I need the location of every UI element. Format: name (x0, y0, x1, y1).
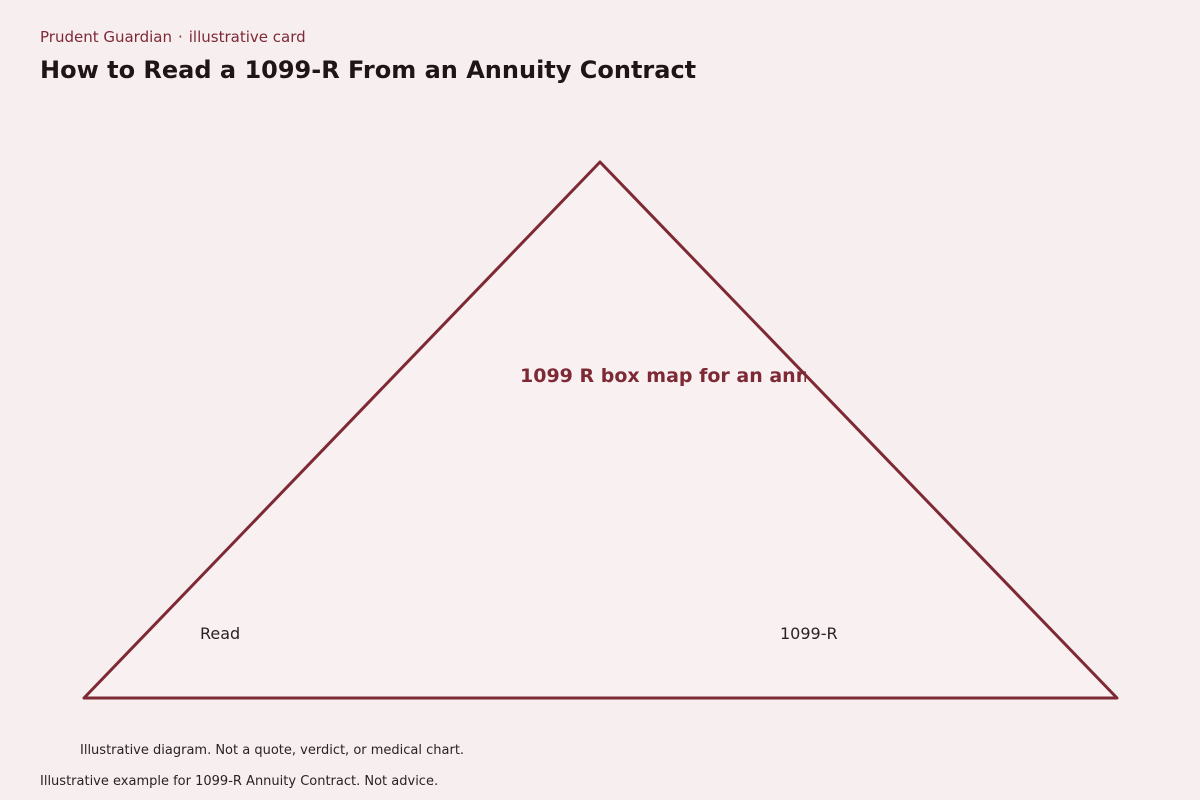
eyebrow-line: Prudent Guardian · illustrative card (40, 27, 306, 47)
page-title: How to Read a 1099-R From an Annuity Con… (40, 56, 697, 84)
diagram-center-label: 1099 R box map for an annuity (520, 365, 806, 387)
brand-name: Prudent Guardian (40, 28, 172, 46)
triangle-shape (82, 160, 1119, 700)
card-type: illustrative card (188, 28, 306, 46)
corner-label-left: Read (200, 624, 241, 643)
corner-label-right: 1099-R (780, 624, 838, 643)
eyebrow-separator: · (177, 28, 183, 46)
footer-note: Illustrative example for 1099-R Annuity … (40, 774, 439, 789)
diagram-disclaimer: Illustrative diagram. Not a quote, verdi… (80, 743, 465, 758)
